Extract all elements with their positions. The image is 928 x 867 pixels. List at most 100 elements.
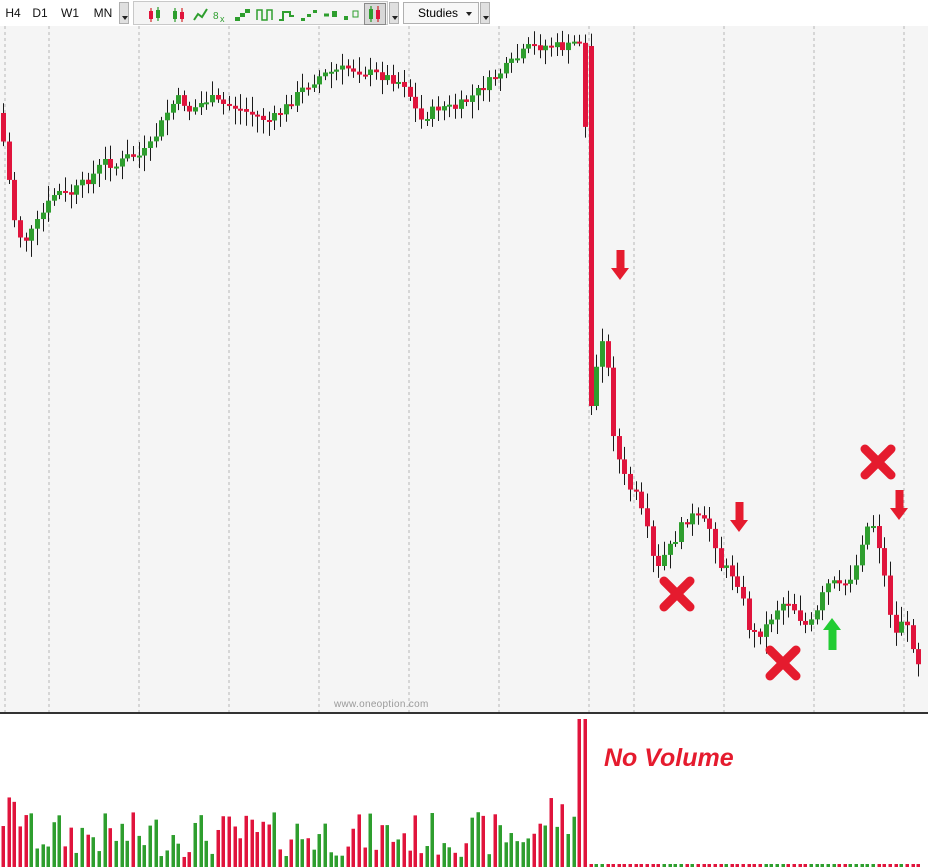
bull-candle xyxy=(137,155,142,158)
candlestick-icon[interactable] xyxy=(146,6,164,24)
volume-bar xyxy=(176,843,180,867)
bull-candle xyxy=(781,603,786,611)
bear-candle xyxy=(255,114,260,117)
timeframe-w1[interactable]: W1 xyxy=(61,6,79,20)
bull-candle xyxy=(826,583,831,593)
studies-dropdown[interactable]: Studies xyxy=(403,2,479,24)
point-figure-icon[interactable] xyxy=(234,6,252,24)
volume-bar xyxy=(108,828,112,867)
volume-bar xyxy=(696,864,700,867)
cross-marker xyxy=(659,576,695,612)
volume-bar xyxy=(91,837,95,867)
timeframe-dropdown-button[interactable] xyxy=(119,2,129,24)
volume-bar xyxy=(131,812,135,867)
volume-bar xyxy=(216,829,220,867)
volume-bar xyxy=(577,719,581,867)
bear-candle xyxy=(651,526,656,556)
volume-bar xyxy=(792,864,796,867)
volume-bar xyxy=(832,864,836,867)
chevron-down-icon xyxy=(466,12,472,16)
bear-candle xyxy=(380,72,385,81)
bear-candle xyxy=(24,237,29,241)
bull-candle xyxy=(566,42,571,51)
line-break-icon[interactable] xyxy=(278,6,296,24)
bull-candle xyxy=(193,107,198,112)
bear-candle xyxy=(589,46,594,406)
candle-selected-icon[interactable] xyxy=(364,3,386,25)
volume-pane[interactable] xyxy=(0,714,928,867)
pane-separator[interactable] xyxy=(0,712,928,714)
bear-candle xyxy=(289,104,294,107)
bull-candle xyxy=(329,71,334,74)
bear-candle xyxy=(278,113,283,116)
timeframe-mn[interactable]: MN xyxy=(93,6,113,20)
volume-bar xyxy=(199,815,203,867)
volume-bar xyxy=(261,821,265,867)
volume-bar xyxy=(702,864,706,867)
timeframe-d1[interactable]: D1 xyxy=(32,6,48,20)
studies-dropdown-button[interactable] xyxy=(480,2,490,24)
bear-candle xyxy=(803,620,808,625)
bull-candle xyxy=(272,113,277,121)
bull-candle xyxy=(103,158,108,165)
volume-bar xyxy=(560,804,564,867)
bear-candle xyxy=(719,548,724,568)
volume-bar xyxy=(882,864,886,867)
bear-candle xyxy=(911,625,916,650)
cross-stroke xyxy=(659,576,695,612)
bear-candle xyxy=(611,367,616,437)
volume-bar xyxy=(668,864,672,867)
timeframe-h4[interactable]: H4 xyxy=(5,6,21,20)
volume-bar xyxy=(894,864,898,867)
arrow-head xyxy=(611,268,629,280)
volume-bar xyxy=(860,864,864,867)
bear-candle xyxy=(227,103,232,106)
bull-candle xyxy=(594,366,599,406)
volume-bar xyxy=(532,833,536,867)
volume-bar xyxy=(306,838,310,867)
bull-candle xyxy=(526,44,531,49)
volume-bar xyxy=(278,849,282,867)
area-line-icon[interactable] xyxy=(322,6,340,24)
bull-candle xyxy=(509,58,514,63)
bear-candle xyxy=(606,341,611,368)
bear-candle xyxy=(560,42,565,51)
bear-candle xyxy=(402,81,407,87)
bull-candle xyxy=(97,164,102,174)
bull-candle xyxy=(312,84,317,88)
volume-bar xyxy=(865,864,869,867)
volume-bar xyxy=(396,839,400,867)
candlestick-chart xyxy=(1,26,921,712)
bear-candle xyxy=(549,45,554,48)
bull-candle xyxy=(809,619,814,625)
chart-type-dropdown-button[interactable] xyxy=(389,2,399,24)
volume-bar xyxy=(57,815,61,867)
volume-bar xyxy=(289,839,293,867)
volume-bar xyxy=(464,843,468,867)
bull-candle xyxy=(724,565,729,568)
dots-icon[interactable] xyxy=(342,6,360,24)
candlestick-filled-icon[interactable] xyxy=(170,6,188,24)
bull-candle xyxy=(871,526,876,529)
bear-candle xyxy=(261,115,266,120)
bull-candle xyxy=(487,77,492,91)
arrow-head xyxy=(890,508,908,520)
svg-text:x: x xyxy=(220,14,225,24)
candlestick-hollow-icon[interactable] xyxy=(192,6,210,24)
bull-candle xyxy=(470,95,475,102)
bear-candle xyxy=(391,75,396,84)
bear-candle xyxy=(408,86,413,97)
step-line-icon[interactable] xyxy=(256,6,274,24)
volume-bar xyxy=(233,826,237,867)
bull-candle xyxy=(899,621,904,633)
price-chart-pane[interactable] xyxy=(0,26,928,712)
bear-candle xyxy=(86,179,91,185)
bear-candle xyxy=(363,74,368,77)
bear-candle xyxy=(888,575,893,615)
kagi-icon[interactable] xyxy=(300,6,318,24)
volume-bar xyxy=(758,864,762,867)
volume-bar xyxy=(340,855,344,867)
volume-bar xyxy=(888,864,892,867)
